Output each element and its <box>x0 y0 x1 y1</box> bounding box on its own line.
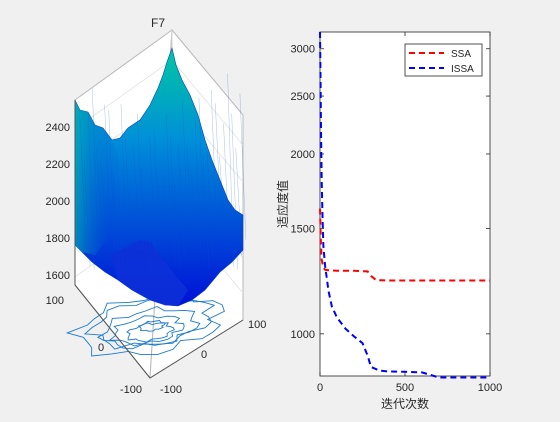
surface-texture-line <box>145 192 152 270</box>
surface-left-highlight <box>75 100 120 255</box>
x-tick-0: 0 <box>201 349 207 361</box>
surface-texture-line <box>190 173 197 236</box>
surface-texture-line <box>153 128 161 241</box>
surface-texture-line <box>206 151 214 258</box>
x-tick-label-1000: 1000 <box>478 382 502 394</box>
surface-texture-line <box>194 114 202 252</box>
y-tick-100: 100 <box>46 295 64 307</box>
y-tick-minus100: -100 <box>120 384 142 396</box>
surface-texture-line <box>178 144 185 258</box>
surface-plot: F7 2400 2200 2000 1800 1600 100 0 -100 -… <box>46 16 267 396</box>
surface-texture-line <box>239 93 247 240</box>
z-tick-2400: 2400 <box>46 122 70 134</box>
y-tick-label-1500: 1500 <box>291 224 315 236</box>
surface-texture-line <box>100 162 107 231</box>
surface-texture-line <box>87 112 95 270</box>
series-line-issa <box>319 31 490 379</box>
surface-texture-line <box>169 136 177 267</box>
surface-texture-line <box>161 173 169 236</box>
surface-texture-line <box>112 172 120 266</box>
surface-texture-line <box>157 186 165 231</box>
y-axis-label: 适应度值 <box>275 180 290 228</box>
surface-texture-line <box>227 73 234 267</box>
surface-texture-line <box>108 110 115 251</box>
convergence-plot: 0 500 1000 1000 1500 2000 2500 3000 迭代次数… <box>275 31 502 411</box>
legend-label-issa: ISSA <box>451 64 474 75</box>
surface-title: F7 <box>151 16 165 30</box>
y-tick-label-2500: 2500 <box>291 91 315 103</box>
contour-ring <box>137 320 166 332</box>
y-tick-label-2000: 2000 <box>291 149 315 161</box>
x-tick-100: 100 <box>248 319 266 331</box>
surface-texture-line <box>210 89 218 240</box>
surface-texture-line <box>79 117 87 251</box>
x-tick-label-0: 0 <box>317 382 323 394</box>
x-tick-minus100: -100 <box>160 384 182 396</box>
surface-texture-line <box>104 104 111 235</box>
surface-texture-line <box>96 147 103 242</box>
surface-front-ridge <box>110 240 188 306</box>
surface-texture-line <box>128 187 136 231</box>
surface-axes-front <box>74 100 244 379</box>
surface-texture-line <box>215 103 222 231</box>
surface-texture-line <box>235 147 243 258</box>
surface-mesh <box>74 46 244 307</box>
z-tick-2200: 2200 <box>46 159 70 171</box>
surface-texture-line <box>219 156 226 236</box>
y-tick-label-3000: 3000 <box>291 44 315 56</box>
y-tick-0: 0 <box>98 342 104 354</box>
surface-texture-line <box>174 184 181 270</box>
surface-texture-line <box>202 154 210 270</box>
z-tick-1600: 1600 <box>46 270 70 282</box>
surface-texture-line <box>116 155 124 270</box>
z-tick-2000: 2000 <box>46 196 70 208</box>
legend-box <box>404 43 483 77</box>
legend-label-ssa: SSA <box>451 49 471 60</box>
surface-texture-line <box>186 146 193 231</box>
legend: SSA ISSA <box>404 43 483 77</box>
z-tick-1800: 1800 <box>46 233 70 245</box>
series-line-ssa <box>319 208 490 282</box>
surface-texture <box>79 73 247 270</box>
surface-texture-line <box>198 97 206 267</box>
surface-texture-line <box>124 139 132 241</box>
y-tick-label-1000: 1000 <box>291 329 315 341</box>
surface-texture-line <box>165 113 173 252</box>
surface-texture-line <box>133 145 140 235</box>
surface-texture-line <box>92 88 99 259</box>
surface-texture-line <box>141 169 148 267</box>
line-series <box>319 31 490 379</box>
surface-texture-line <box>83 160 91 266</box>
x-axis-label: 迭代次数 <box>381 396 429 411</box>
surface-texture-line <box>223 123 230 252</box>
surface-texture-line <box>182 100 189 241</box>
contour-ring <box>126 322 175 343</box>
x-tick-label-500: 500 <box>396 382 414 394</box>
contour-ring <box>108 315 185 347</box>
surface-texture-line <box>231 113 238 270</box>
surface-texture-line <box>137 113 144 251</box>
surface-texture-line <box>120 104 128 259</box>
plot-area <box>319 31 491 377</box>
surface-texture-line <box>149 136 156 258</box>
